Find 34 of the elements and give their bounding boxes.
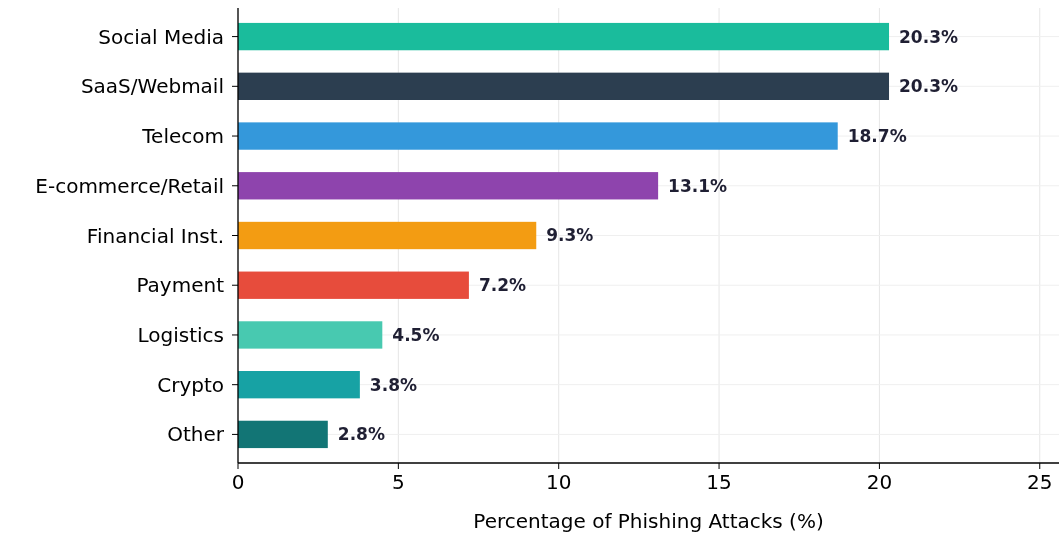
y-tick-label: Logistics [137,322,224,347]
y-tick-label: Financial Inst. [86,223,224,248]
data-label: 9.3% [546,225,594,246]
data-label: 4.5% [392,324,440,345]
bar [238,271,469,299]
data-label: 7.2% [478,275,527,296]
data-label: 2.8% [337,424,385,445]
y-tick-label: Other [167,422,225,447]
bar [238,321,383,349]
y-tick-label: Social Media [98,24,224,49]
data-label: 3.8% [369,374,418,395]
data-label: 20.3% [899,26,959,47]
bar [238,221,537,250]
bar [238,172,659,200]
x-axis-title: Percentage of Phishing Attacks (%) [473,509,824,533]
bar [238,72,890,100]
bar [238,122,838,150]
y-tick-label: SaaS/Webmail [80,74,224,99]
y-tick-label: Payment [136,273,225,298]
bar [238,420,328,449]
data-label: 13.1% [668,175,728,196]
x-tick-label: 0 [231,470,245,494]
y-tick-label: E-commerce/Retail [35,173,224,198]
y-tick-label: Telecom [141,124,224,149]
data-label: 18.7% [847,126,907,146]
x-tick-label: 10 [545,470,572,494]
y-tick-label: Crypto [157,372,224,397]
x-tick-label: 20 [866,470,893,494]
bar [238,22,890,51]
data-label: 20.3% [899,76,959,97]
x-tick-label: 15 [706,470,732,494]
bar [238,371,360,399]
x-tick-label: 5 [391,470,405,494]
x-tick-label: 25 [1027,470,1053,494]
